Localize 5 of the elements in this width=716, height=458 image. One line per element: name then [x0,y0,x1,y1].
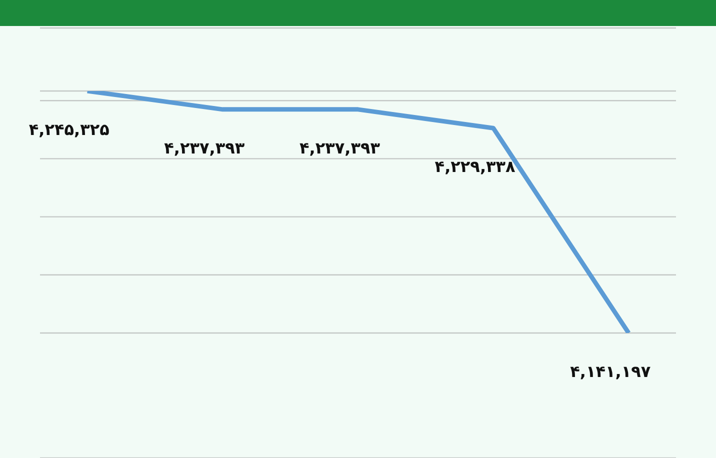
data-label: ۴,۲۳۷,۳۹۳ [164,138,245,158]
data-label: ۴,۲۴۵,۳۲۵ [28,120,110,139]
data-label: ۴,۲۲۹,۳۳۸ [434,157,516,176]
data-label: ۴,۱۴۱,۱۹۷ [570,362,651,381]
data-label: ۴,۲۳۷,۳۹۳ [299,138,380,158]
